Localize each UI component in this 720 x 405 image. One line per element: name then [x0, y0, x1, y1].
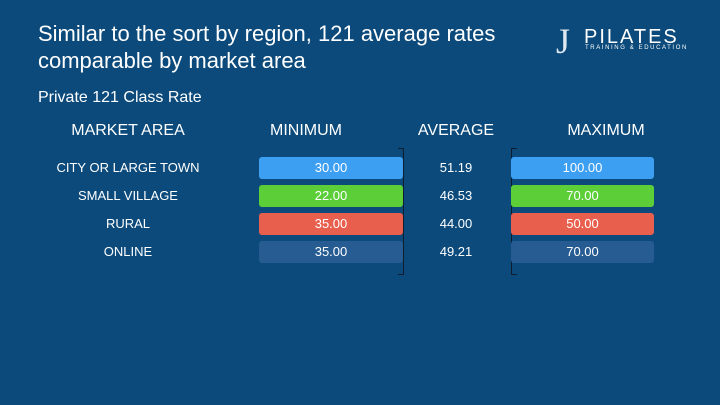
maximum: 70.00: [511, 241, 654, 263]
minimum: 35.00: [259, 213, 403, 235]
minimum: 22.00: [259, 185, 403, 207]
column-header: AVERAGE: [417, 122, 495, 139]
title: Similar to the sort by region, 121 avera…: [38, 21, 496, 73]
market-area: SMALL VILLAGE: [78, 188, 178, 203]
logo-name: PILATES: [584, 26, 679, 48]
logo-mark: J: [556, 21, 571, 61]
average: 49.21: [439, 244, 473, 259]
market-area: RURAL: [105, 216, 151, 231]
bracket: [511, 148, 517, 275]
maximum: 100.00: [511, 157, 654, 179]
minimum: 35.00: [259, 241, 403, 263]
column-header: MINIMUM: [270, 122, 342, 139]
maximum: 50.00: [511, 213, 654, 235]
minimum: 30.00: [259, 157, 403, 179]
average: 46.53: [439, 188, 473, 203]
column-header: MAXIMUM: [567, 122, 645, 139]
average: 44.00: [439, 216, 473, 231]
market-area: ONLINE: [103, 244, 153, 259]
logo-tagline: TRAINING & EDUCATION: [585, 45, 688, 51]
maximum: 70.00: [511, 185, 654, 207]
market-area: CITY OR LARGE TOWN: [56, 160, 200, 175]
average: 51.19: [439, 160, 473, 175]
column-header: MARKET AREA: [71, 122, 185, 139]
bracket: [398, 148, 404, 275]
subtitle: Private 121 Class Rate: [38, 89, 202, 106]
